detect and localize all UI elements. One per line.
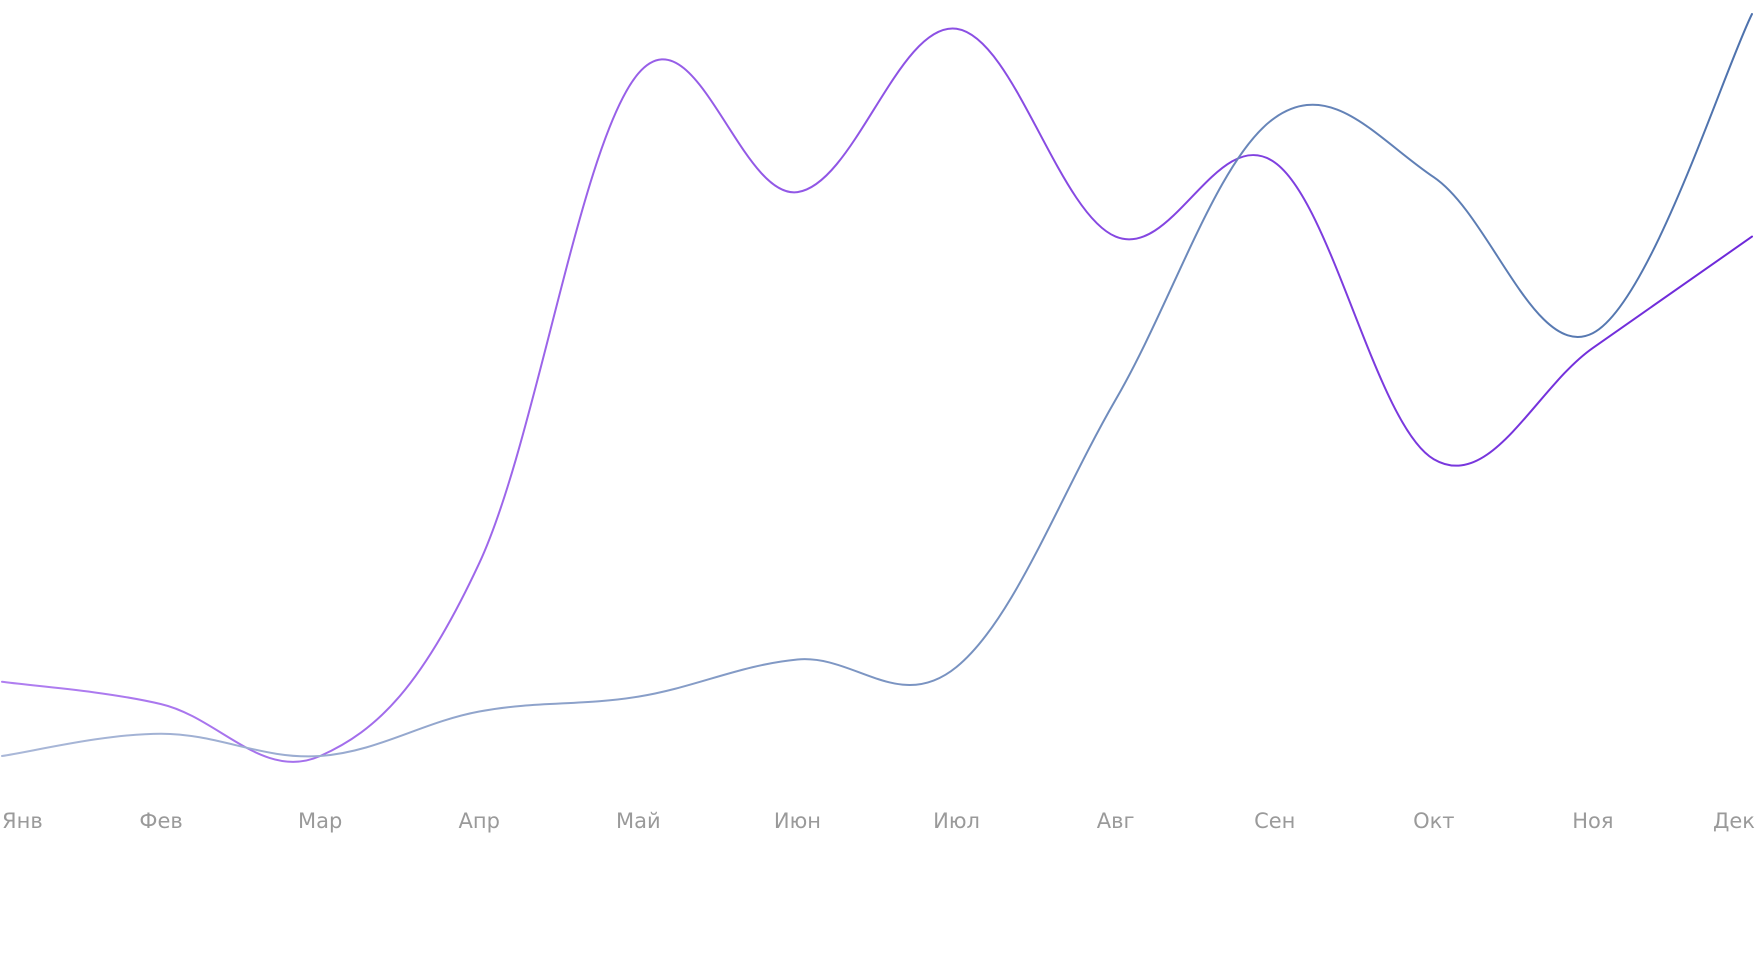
x-tick-label: Янв (2, 809, 43, 833)
x-tick-label: Окт (1413, 809, 1454, 833)
x-tick-label: Мар (298, 809, 342, 833)
x-tick-label: Ноя (1572, 809, 1613, 833)
x-axis-tick-labels: Янв Фев Мар Апр Май Июн Июл Авг Сен Окт Ноя Дек (2, 809, 1755, 833)
x-tick-label: Май (616, 809, 661, 833)
x-tick-label: Авг (1097, 809, 1135, 833)
x-tick-label: Сен (1254, 809, 1295, 833)
series-2-line (1, 13, 1753, 758)
x-tick-label: Дек (1713, 809, 1755, 833)
x-tick-label: Апр (459, 809, 500, 833)
x-tick-label: Июн (774, 809, 821, 833)
x-tick-label: Фев (139, 809, 182, 833)
series-lines (1, 13, 1753, 763)
x-tick-label: Июл (933, 809, 980, 833)
series-1-line (1, 27, 1753, 763)
